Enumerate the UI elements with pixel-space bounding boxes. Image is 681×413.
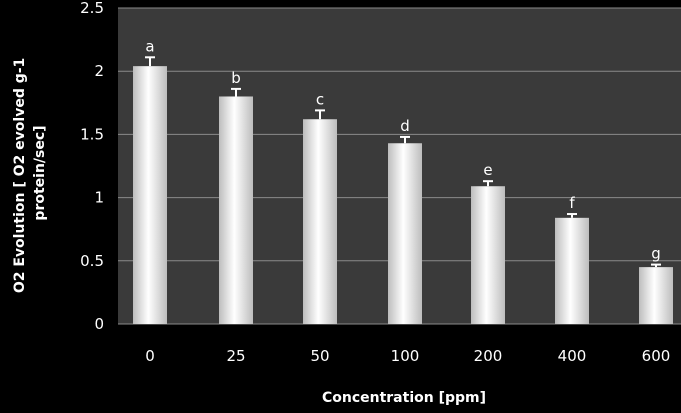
y-tick-label: 1	[94, 189, 104, 207]
error-bar	[315, 109, 325, 120]
x-tick-label: 100	[391, 347, 420, 365]
bar	[133, 66, 167, 325]
bar	[471, 186, 505, 324]
significance-letter: a	[145, 37, 154, 55]
significance-letter: f	[569, 194, 575, 212]
y-axis-ticks: 0 0.5 1 1.5 2 2.5	[80, 0, 104, 333]
bar	[219, 96, 253, 324]
y-tick-label: 0	[94, 315, 104, 333]
x-axis-title: Concentration [ppm]	[322, 390, 486, 406]
bar	[388, 143, 422, 324]
x-tick-label: 50	[310, 347, 329, 365]
x-axis-ticks: 0 25 50 100 200 400 600	[145, 347, 670, 365]
x-tick-label: 200	[474, 347, 503, 365]
error-bar	[400, 135, 410, 144]
significance-letter: d	[400, 117, 410, 135]
significance-letter: e	[483, 161, 492, 179]
bar	[555, 217, 589, 324]
y-tick-label: 2	[94, 62, 104, 80]
x-tick-label: 400	[558, 347, 587, 365]
error-bar	[567, 213, 577, 218]
y-tick-label: 2.5	[80, 0, 104, 17]
y-tick-label: 0.5	[80, 252, 104, 270]
error-bar	[483, 180, 493, 187]
error-bar	[651, 263, 661, 268]
x-tick-label: 0	[145, 347, 155, 365]
error-bar	[145, 56, 155, 67]
y-axis-title-line-2: protein/sec]	[32, 125, 48, 220]
significance-letter: b	[231, 69, 241, 87]
bar	[303, 119, 337, 325]
error-bar	[231, 87, 241, 97]
bars: a b c d e f g	[133, 37, 673, 325]
x-tick-label: 25	[226, 347, 245, 365]
y-axis-title: O2 Evolution [ O2 evolved g-1 protein/se…	[12, 53, 48, 293]
x-tick-label: 600	[642, 347, 671, 365]
bar	[639, 267, 673, 324]
significance-letter: g	[651, 245, 661, 263]
y-axis-title-line-1: O2 Evolution [ O2 evolved g-1	[12, 58, 28, 293]
significance-letter: c	[316, 90, 324, 108]
y-tick-label: 1.5	[80, 125, 104, 143]
